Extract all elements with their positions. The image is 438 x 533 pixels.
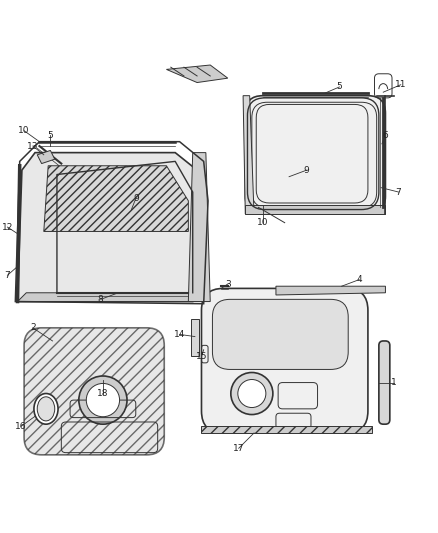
Text: 6: 6 <box>382 131 389 140</box>
FancyBboxPatch shape <box>379 341 390 424</box>
Circle shape <box>79 376 127 424</box>
Polygon shape <box>276 286 385 295</box>
Text: 5: 5 <box>336 83 343 92</box>
Text: 7: 7 <box>4 271 11 280</box>
Text: 12: 12 <box>2 223 13 231</box>
Polygon shape <box>243 96 254 214</box>
Text: 2: 2 <box>30 324 35 332</box>
FancyBboxPatch shape <box>212 300 348 369</box>
Polygon shape <box>201 426 372 433</box>
Text: 11: 11 <box>395 80 406 89</box>
Text: 15: 15 <box>196 352 207 361</box>
Circle shape <box>86 383 120 417</box>
Polygon shape <box>37 150 55 164</box>
Text: 8: 8 <box>98 295 104 304</box>
Polygon shape <box>18 293 201 302</box>
Text: 7: 7 <box>396 188 402 197</box>
FancyBboxPatch shape <box>24 328 164 455</box>
Polygon shape <box>18 152 201 302</box>
Text: 1: 1 <box>391 378 397 387</box>
Text: 17: 17 <box>233 444 244 453</box>
Text: 9: 9 <box>304 166 310 175</box>
FancyBboxPatch shape <box>201 288 368 433</box>
Text: 13: 13 <box>27 142 39 150</box>
Circle shape <box>238 379 266 408</box>
Text: 10: 10 <box>18 126 30 135</box>
Ellipse shape <box>34 393 58 424</box>
Text: 5: 5 <box>47 131 53 140</box>
Text: 3: 3 <box>225 279 231 288</box>
Text: 16: 16 <box>15 422 27 431</box>
Circle shape <box>231 373 273 415</box>
Polygon shape <box>245 205 385 214</box>
FancyBboxPatch shape <box>245 96 385 214</box>
Polygon shape <box>191 319 199 356</box>
Polygon shape <box>44 166 188 231</box>
Text: 14: 14 <box>174 330 185 339</box>
Polygon shape <box>188 152 210 302</box>
Polygon shape <box>166 65 228 83</box>
Ellipse shape <box>37 397 55 421</box>
Text: 4: 4 <box>357 275 362 284</box>
Text: 9: 9 <box>133 194 139 203</box>
Text: 10: 10 <box>257 218 268 227</box>
Text: 18: 18 <box>97 389 109 398</box>
